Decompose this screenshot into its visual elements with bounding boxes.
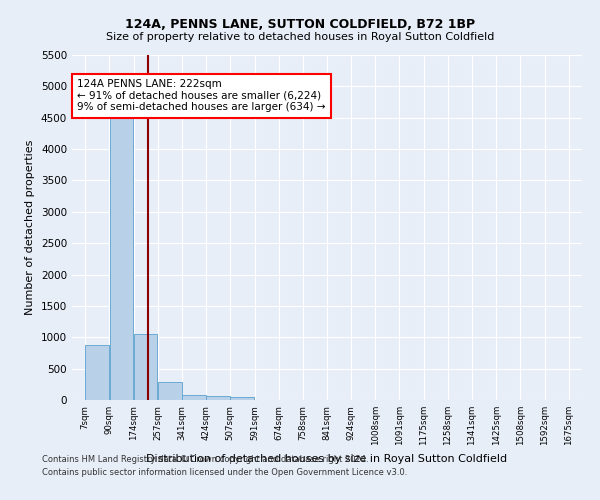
X-axis label: Distribution of detached houses by size in Royal Sutton Coldfield: Distribution of detached houses by size …	[146, 454, 508, 464]
Bar	[206, 396, 230, 400]
Bar	[182, 395, 206, 400]
Bar	[134, 334, 157, 400]
Text: Contains public sector information licensed under the Open Government Licence v3: Contains public sector information licen…	[42, 468, 407, 477]
Bar	[158, 382, 182, 400]
Text: Size of property relative to detached houses in Royal Sutton Coldfield: Size of property relative to detached ho…	[106, 32, 494, 42]
Text: 124A, PENNS LANE, SUTTON COLDFIELD, B72 1BP: 124A, PENNS LANE, SUTTON COLDFIELD, B72 …	[125, 18, 475, 30]
Y-axis label: Number of detached properties: Number of detached properties	[25, 140, 35, 315]
Bar	[110, 114, 133, 400]
Text: 124A PENNS LANE: 222sqm
← 91% of detached houses are smaller (6,224)
9% of semi-: 124A PENNS LANE: 222sqm ← 91% of detache…	[77, 79, 326, 112]
Bar	[230, 397, 254, 400]
Text: Contains HM Land Registry data © Crown copyright and database right 2024.: Contains HM Land Registry data © Crown c…	[42, 456, 368, 464]
Bar	[85, 345, 109, 400]
